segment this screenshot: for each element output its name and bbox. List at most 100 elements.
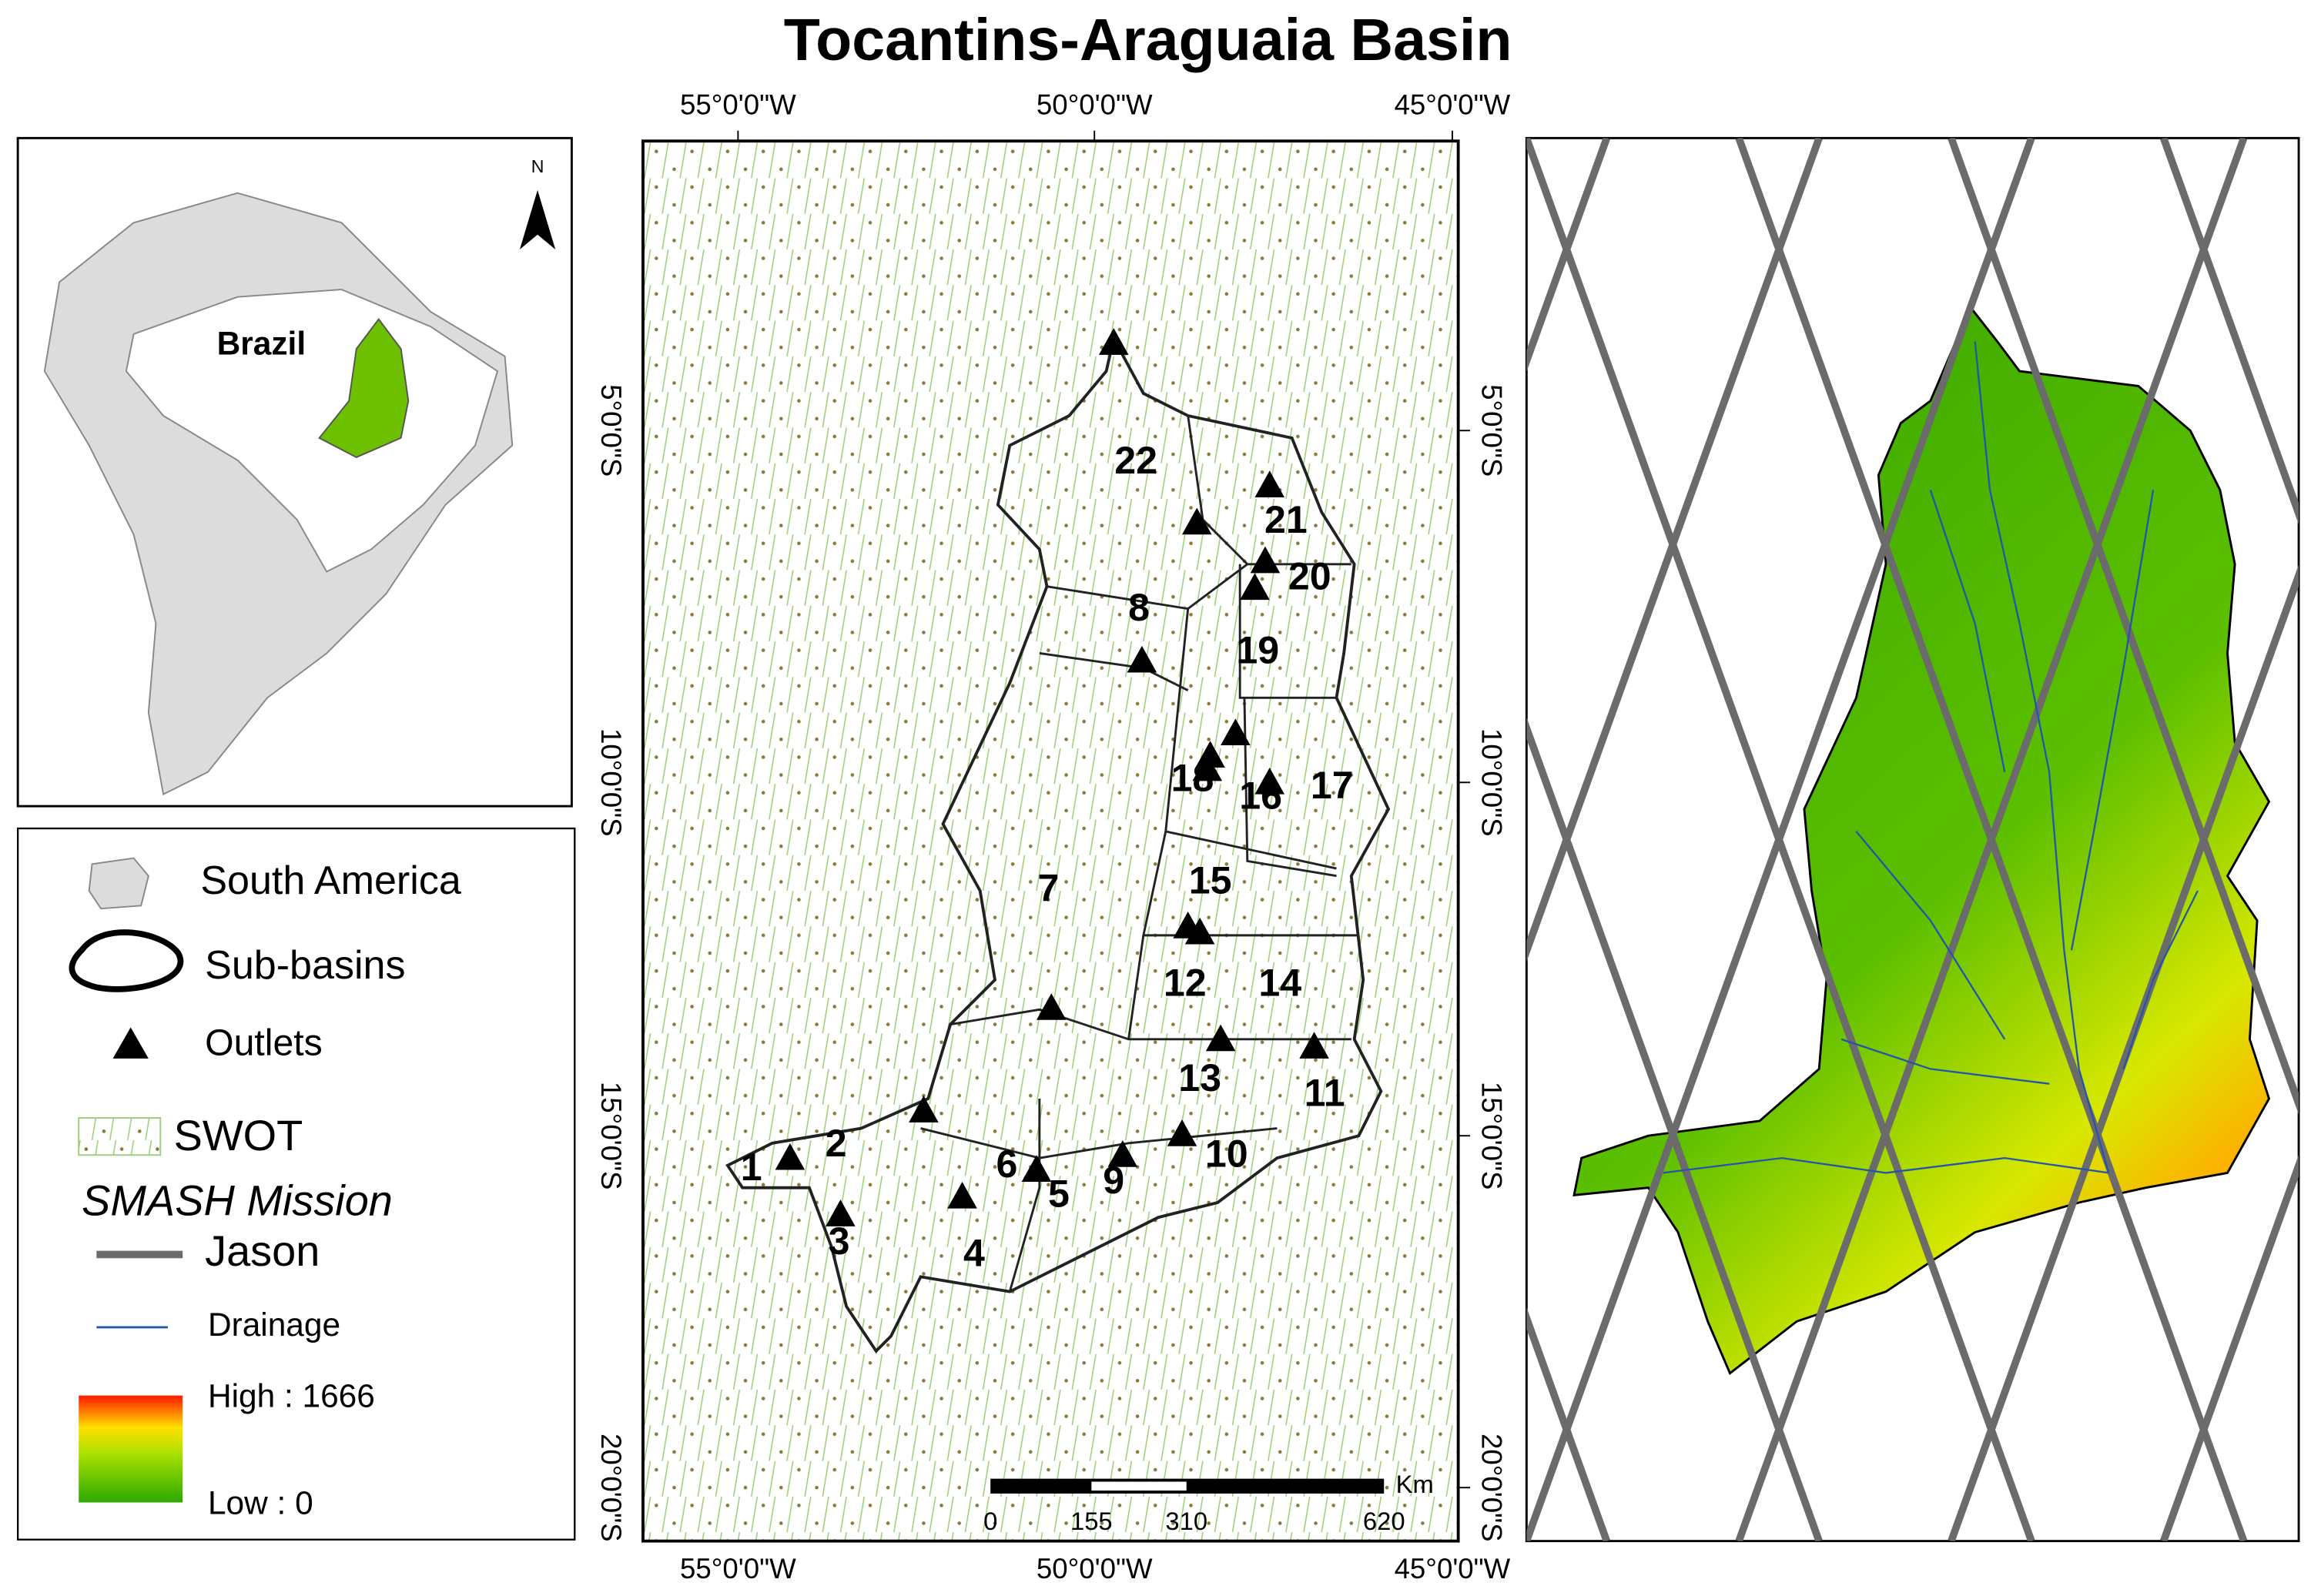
subbasin-label: 21 xyxy=(1264,498,1308,541)
jason-track xyxy=(1526,138,1823,962)
subbasin-label: 1 xyxy=(741,1146,762,1189)
drainage xyxy=(1855,831,2006,1040)
subbasin-label: 2 xyxy=(826,1122,847,1165)
subbasin-label: 3 xyxy=(829,1220,850,1263)
legend-symbol xyxy=(88,857,149,910)
legend-symbol xyxy=(112,1027,149,1059)
subbasin-label: 18 xyxy=(1171,757,1214,800)
drainage xyxy=(1974,341,2110,1173)
elevation-high: High : 1666 xyxy=(208,1378,375,1414)
drainage xyxy=(2122,890,2199,1069)
outlet xyxy=(909,1096,939,1123)
subbasin-label: 15 xyxy=(1189,859,1232,902)
outlet xyxy=(1167,1119,1197,1146)
outlet xyxy=(1205,1024,1236,1052)
subbasin-boundary xyxy=(1008,1098,1041,1293)
title: Tocantins-Araguaia Basin xyxy=(784,7,1512,73)
subbasin-label: 10 xyxy=(1205,1132,1248,1175)
drainage xyxy=(1929,490,2006,772)
subbasin-label: 12 xyxy=(1164,962,1207,1005)
outlet xyxy=(1021,1155,1052,1182)
outlet xyxy=(1195,741,1225,768)
subbasin-boundary xyxy=(1238,564,1337,699)
subbasin-boundary xyxy=(950,1008,1351,1041)
outlet xyxy=(1254,767,1285,795)
jason-track xyxy=(1526,138,2035,1541)
outlet xyxy=(1221,718,1251,746)
outlet xyxy=(1250,546,1281,574)
longitude-label: 50°0'0"W xyxy=(1037,89,1153,121)
drainage xyxy=(2070,490,2155,951)
legend-symbol xyxy=(69,929,184,992)
scale-label: 155 xyxy=(1070,1507,1113,1535)
outlet xyxy=(1107,1139,1138,1167)
jason-track xyxy=(1948,564,2299,1541)
legend-label: Sub-basins xyxy=(205,943,405,988)
scale-bar xyxy=(1091,1481,1187,1491)
elevation-basin xyxy=(1572,305,2271,1376)
subbasin-label: 20 xyxy=(1288,554,1331,597)
latitude-label: 5°0'0"S xyxy=(595,384,627,477)
country-label: Brazil xyxy=(217,326,306,362)
subbasin-label: 5 xyxy=(1048,1173,1070,1216)
legend-label: Drainage xyxy=(208,1307,340,1343)
legend-label: SMASH Mission xyxy=(82,1176,393,1225)
scale-unit: Km xyxy=(1396,1470,1434,1498)
subbasin-label: 8 xyxy=(1128,586,1150,629)
outlet xyxy=(1036,993,1067,1020)
subbasin-label: 19 xyxy=(1236,629,1279,672)
brazil xyxy=(125,289,499,573)
subbasin-boundary xyxy=(1243,698,1337,878)
subbasin-boundary xyxy=(1165,830,1337,870)
longitude-label: 55°0'0"W xyxy=(680,1553,796,1584)
basin-outline xyxy=(725,334,1391,1353)
longitude-label: 45°0'0"W xyxy=(1395,89,1511,121)
longitude-label: 45°0'0"W xyxy=(1395,1553,1511,1584)
subbasin-label: 4 xyxy=(963,1232,985,1275)
outlet xyxy=(1184,917,1215,945)
subbasin-label: 6 xyxy=(996,1143,1017,1186)
subbasin-boundary xyxy=(920,1127,1278,1159)
longitude-label: 55°0'0"W xyxy=(680,89,796,121)
subbasin-label: 13 xyxy=(1178,1056,1221,1099)
latitude-label: 5°0'0"S xyxy=(1475,384,1507,477)
legend-label: Outlets xyxy=(205,1022,323,1063)
subbasin-label: 14 xyxy=(1258,962,1301,1005)
subbasin-label: 11 xyxy=(1305,1071,1345,1114)
scale-label: 0 xyxy=(983,1507,997,1535)
subbasin-label: 17 xyxy=(1311,764,1354,807)
north-arrow xyxy=(519,189,556,249)
outlet xyxy=(1127,645,1157,673)
north-label: N xyxy=(531,156,544,176)
main-map-frame xyxy=(641,139,1460,1543)
scale-label: 310 xyxy=(1165,1507,1207,1535)
subbasin-label: 22 xyxy=(1114,439,1157,482)
elevation-low: Low : 0 xyxy=(208,1485,313,1521)
legend-label: Jason xyxy=(205,1226,320,1275)
subbasin-boundary xyxy=(1127,608,1190,1040)
outlet xyxy=(947,1181,977,1209)
scale-bar xyxy=(990,1478,1385,1494)
legend-label: SWOT xyxy=(174,1111,303,1159)
latitude-label: 10°0'0"S xyxy=(595,728,627,837)
latitude-label: 20°0'0"S xyxy=(1475,1434,1507,1542)
outlet xyxy=(826,1200,856,1226)
drainage xyxy=(1840,1038,2050,1085)
outlet xyxy=(1254,470,1285,498)
latitude-label: 15°0'0"S xyxy=(595,1082,627,1190)
outlet xyxy=(1098,328,1129,355)
jason-track xyxy=(2160,1154,2299,1541)
outlet xyxy=(775,1143,805,1170)
drainage xyxy=(1663,1156,2109,1174)
scale-label: 620 xyxy=(1363,1507,1405,1535)
elevation-ramp xyxy=(79,1395,183,1503)
subbasin-boundary xyxy=(1047,563,1351,611)
latitude-label: 15°0'0"S xyxy=(1475,1082,1507,1190)
legend-symbol xyxy=(78,1117,162,1156)
outlet xyxy=(1240,573,1270,601)
latitude-label: 10°0'0"S xyxy=(1475,728,1507,837)
outlet xyxy=(1181,507,1212,535)
jason-track xyxy=(2160,138,2299,525)
longitude-label: 50°0'0"W xyxy=(1037,1553,1153,1584)
